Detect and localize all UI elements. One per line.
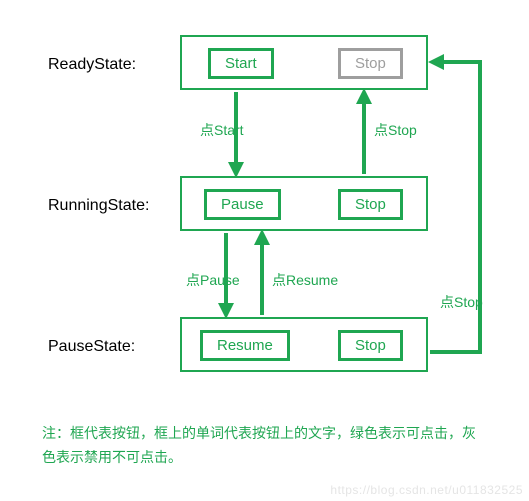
ready-state-label: ReadyState: xyxy=(48,56,136,74)
legend-note: 注：框代表按钮，框上的单词代表按钮上的文字，绿色表示可点击，灰色表示禁用不可点击… xyxy=(42,422,482,470)
stop-button[interactable]: Stop xyxy=(338,189,403,220)
stop-button[interactable]: Stop xyxy=(338,330,403,361)
edge-label-start: 点Start xyxy=(200,120,244,140)
start-button[interactable]: Start xyxy=(208,48,274,79)
pause-state-label: PauseState: xyxy=(48,338,135,356)
edge-label-pause: 点Pause xyxy=(186,270,240,290)
resume-button[interactable]: Resume xyxy=(200,330,290,361)
running-state-label: RunningState: xyxy=(48,197,149,215)
edge-label-stop-pause: 点Stop xyxy=(440,292,483,312)
watermark: https://blog.csdn.net/u011832525 xyxy=(330,483,523,497)
pause-button[interactable]: Pause xyxy=(204,189,281,220)
edge-label-resume: 点Resume xyxy=(272,270,338,290)
stop-button: Stop xyxy=(338,48,403,79)
edge-label-stop-run: 点Stop xyxy=(374,120,417,140)
